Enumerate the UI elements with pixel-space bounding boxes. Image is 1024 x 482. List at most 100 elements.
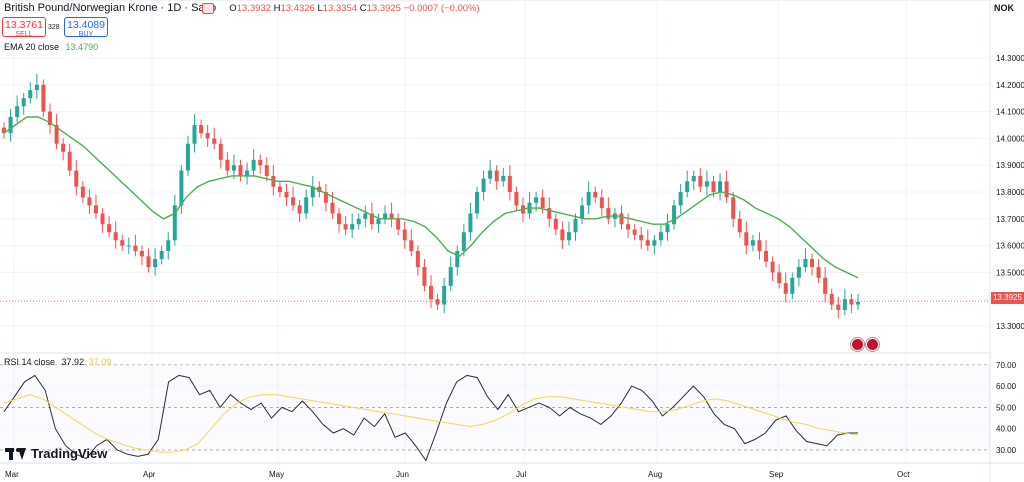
candle-body <box>429 285 433 300</box>
y-tick-label: 13.6000 <box>996 242 1024 251</box>
candle-body <box>271 175 276 187</box>
candle-body <box>856 301 860 305</box>
flag-icon[interactable] <box>851 338 864 351</box>
candle-body <box>507 175 512 192</box>
buy-button[interactable]: 13.4089 BUY <box>64 17 108 38</box>
tradingview-logo[interactable]: TradingView <box>5 446 107 461</box>
candle-body <box>28 90 33 99</box>
candle-body <box>166 240 171 251</box>
candle-body <box>704 181 709 187</box>
x-tick-label: Aug <box>648 470 662 479</box>
rsi-legend-value2: 37.09 <box>88 357 112 367</box>
candle-body <box>41 84 46 112</box>
candle-body <box>639 234 644 241</box>
x-tick-label: Oct <box>897 470 910 479</box>
rsi-legend-label: RSI 14 close <box>4 357 56 367</box>
rsi-tick-label: 70.00 <box>996 361 1017 370</box>
candle-body <box>829 293 834 305</box>
ema-legend[interactable]: EMA 20 close 13.4790 <box>4 42 98 52</box>
candle-body <box>133 245 138 251</box>
candle-body <box>619 213 624 225</box>
candle-body <box>369 213 374 225</box>
candle-body <box>402 229 407 241</box>
symbol-title[interactable]: British Pound/Norwegian Krone · 1D · Sax… <box>4 2 217 14</box>
market-status-icon[interactable] <box>202 3 214 14</box>
candle-body <box>317 186 322 192</box>
flag-icon[interactable] <box>866 338 879 351</box>
candle-body <box>836 304 841 310</box>
candle-body <box>323 192 328 203</box>
candle-body <box>80 186 85 198</box>
candle-body <box>744 232 749 246</box>
ohlc-low: 13.3354 <box>322 3 358 14</box>
x-tick-label: Apr <box>143 470 156 479</box>
event-icons[interactable] <box>851 338 879 351</box>
candle-body <box>672 205 677 225</box>
candle-body <box>192 125 197 144</box>
candle-body <box>823 277 828 294</box>
candle-body <box>678 192 683 206</box>
candle-body <box>724 181 729 198</box>
candle-body <box>146 256 151 268</box>
candle-body <box>560 229 565 241</box>
sell-button[interactable]: 13.3761 SELL <box>2 17 46 38</box>
candle-body <box>540 197 545 209</box>
candle-body <box>15 106 20 117</box>
tradingview-wordmark: TradingView <box>31 446 108 461</box>
buy-label: BUY <box>78 31 94 38</box>
candle-body <box>494 170 499 182</box>
candle-body <box>409 240 414 251</box>
rsi-legend[interactable]: RSI 14 close 37.92 37.09 <box>4 357 111 367</box>
candle-body <box>87 197 92 206</box>
ema-legend-value: 13.4790 <box>65 42 99 52</box>
candle-body <box>796 267 801 278</box>
candle-body <box>291 197 296 206</box>
candle-body <box>566 232 571 241</box>
candle-body <box>245 170 250 176</box>
sell-label: SELL <box>15 31 33 38</box>
candle-body <box>777 272 782 284</box>
candle-body <box>455 250 460 268</box>
candle-body <box>34 84 39 91</box>
candle-body <box>337 213 342 225</box>
candle-body <box>126 245 131 247</box>
candle-body <box>586 192 591 206</box>
candle-body <box>645 240 650 246</box>
rsi-tick-label: 50.00 <box>996 403 1017 412</box>
chart-header: British Pound/Norwegian Krone · 1D · Sax… <box>4 2 480 14</box>
candle-body <box>783 283 788 294</box>
candle-body <box>501 175 506 182</box>
candle-body <box>179 170 184 206</box>
candle-body <box>238 165 243 176</box>
candle-body <box>284 192 289 198</box>
candle-body <box>474 192 479 214</box>
candle-body <box>698 175 703 187</box>
candle-body <box>711 181 716 192</box>
candle-body <box>685 181 690 192</box>
ohlc-open: 13.3932 <box>236 3 271 14</box>
candle-body <box>2 127 6 134</box>
y-tick-label: 13.3000 <box>996 322 1024 331</box>
candle-body <box>350 224 355 230</box>
candle-body <box>185 143 190 171</box>
candle-body <box>159 250 164 259</box>
candle-body <box>448 267 453 286</box>
candle-body <box>67 151 72 171</box>
x-tick-label: Sep <box>769 470 784 479</box>
y-tick-label: 13.9000 <box>996 161 1024 170</box>
candle-body <box>770 261 775 273</box>
candle-body <box>205 133 210 139</box>
candle-body <box>113 232 118 241</box>
currency-label[interactable]: NOK <box>994 3 1014 13</box>
candle-body <box>153 259 158 268</box>
candle-body <box>691 175 696 182</box>
buy-price: 13.4089 <box>67 19 105 31</box>
rsi-legend-value: 37.92 <box>61 357 85 367</box>
ema-legend-label: EMA 20 close <box>4 42 60 52</box>
candle-body <box>231 165 236 171</box>
candle-body <box>310 186 315 198</box>
y-tick-label: 14.0000 <box>996 134 1024 143</box>
x-tick-label: Mar <box>5 470 19 479</box>
candle-body <box>842 299 847 310</box>
